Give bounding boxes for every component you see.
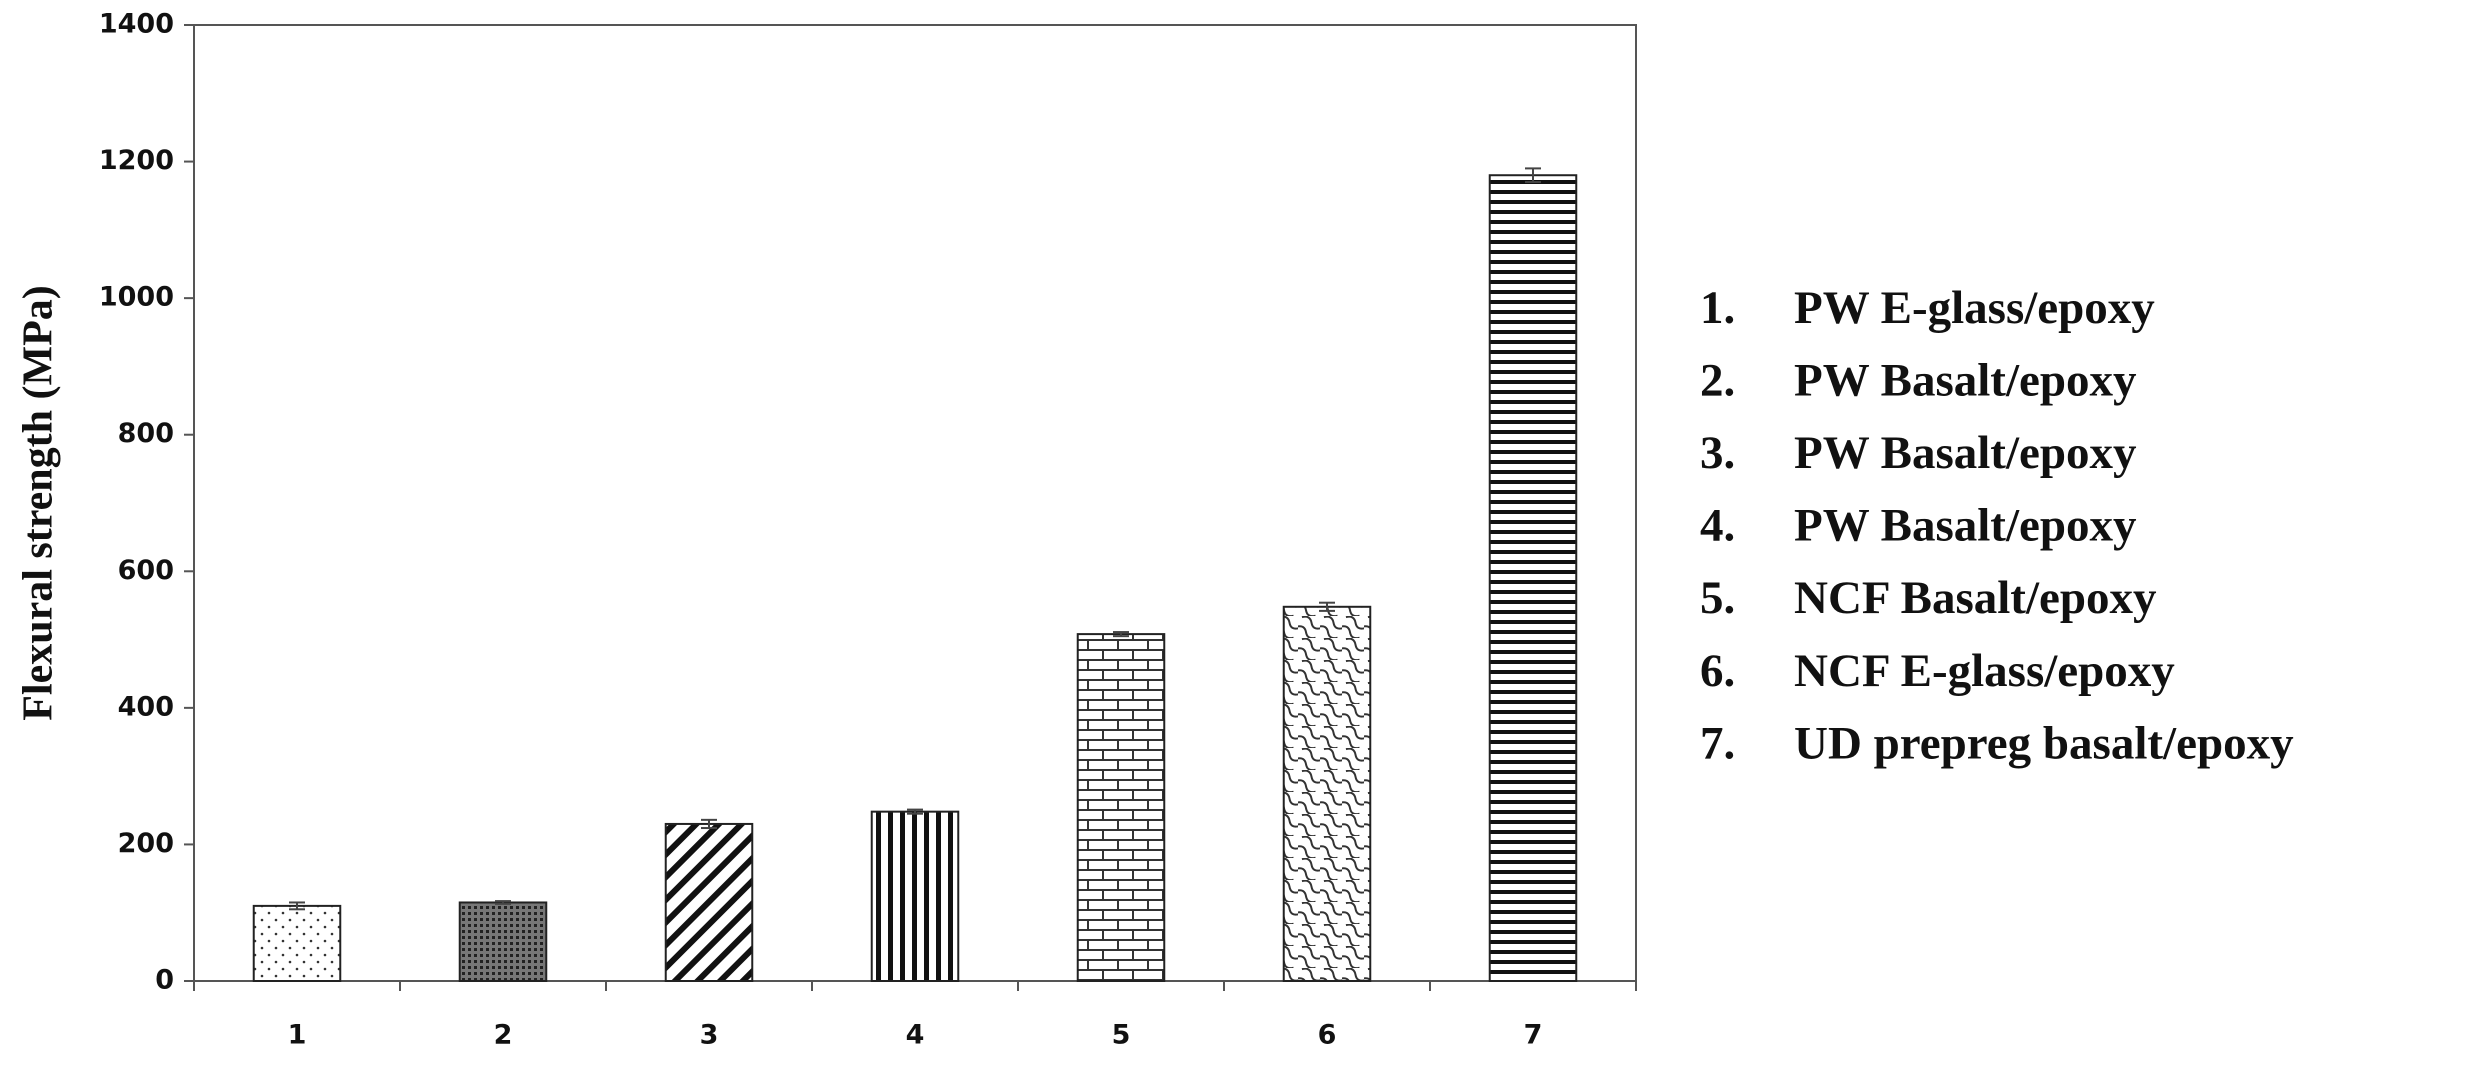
y-tick-label: 600 xyxy=(118,555,174,586)
error-bar xyxy=(1113,631,1129,638)
x-tick-label: 4 xyxy=(906,1020,925,1051)
x-tick-label: 6 xyxy=(1318,1020,1337,1051)
legend-text: NCF Basalt/epoxy xyxy=(1794,572,2157,624)
legend-text: PW Basalt/epoxy xyxy=(1794,427,2137,479)
error-bar xyxy=(495,900,511,905)
bar xyxy=(664,822,754,983)
y-tick-label: 800 xyxy=(118,418,174,449)
legend-number: 7. xyxy=(1700,717,1735,769)
legend-text: PW Basalt/epoxy xyxy=(1794,354,2137,406)
x-tick-label: 2 xyxy=(494,1020,513,1051)
y-tick-label: 200 xyxy=(118,828,174,859)
x-tick-label: 7 xyxy=(1524,1020,1543,1051)
x-tick-label: 3 xyxy=(700,1020,719,1051)
legend-text: NCF E-glass/epoxy xyxy=(1794,645,2175,697)
y-tick-label: 1400 xyxy=(99,9,174,40)
bar xyxy=(1282,605,1372,983)
legend-number: 6. xyxy=(1700,645,1735,697)
legend-text: UD prepreg basalt/epoxy xyxy=(1794,717,2294,769)
error-bar xyxy=(907,808,923,815)
error-bar xyxy=(1525,167,1541,184)
bar xyxy=(870,810,960,982)
y-tick-label: 0 xyxy=(155,965,174,996)
y-tick-label: 400 xyxy=(118,691,174,722)
legend-number: 1. xyxy=(1700,282,1735,334)
bar xyxy=(1488,174,1578,982)
bar xyxy=(252,904,342,983)
error-bar xyxy=(1319,601,1335,612)
legend-text: PW Basalt/epoxy xyxy=(1794,500,2137,552)
error-bar xyxy=(701,818,717,830)
y-tick-label: 1000 xyxy=(99,282,174,313)
error-bar xyxy=(289,901,305,911)
y-tick-label: 1200 xyxy=(99,145,174,176)
legend-number: 3. xyxy=(1700,427,1735,479)
legend-number: 2. xyxy=(1700,354,1735,406)
legend-number: 4. xyxy=(1700,500,1735,552)
legend-number: 5. xyxy=(1700,572,1735,624)
y-axis-label: Flexural strength (MPa) xyxy=(16,285,62,720)
x-tick-label: 1 xyxy=(288,1020,307,1051)
legend-text: PW E-glass/epoxy xyxy=(1794,282,2155,334)
bar xyxy=(458,901,548,983)
x-tick-label: 5 xyxy=(1112,1020,1131,1051)
bar xyxy=(1076,633,1166,982)
